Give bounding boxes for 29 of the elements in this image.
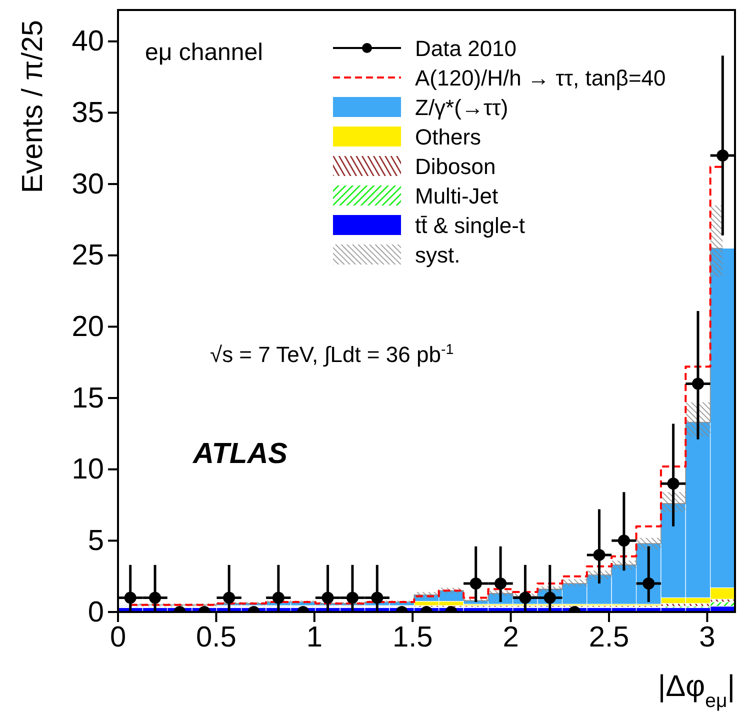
x-tick-label: 2.5 — [588, 622, 630, 654]
x-tick-label: 2 — [502, 622, 519, 654]
annotation: √s = 7 TeV, ∫Ldt = 36 pb$^{-1}$ — [210, 342, 454, 367]
y-tick-label: 20 — [72, 310, 104, 343]
y-tick-label: 5 — [88, 524, 104, 557]
legend-label: Z/γ*(→ττ) — [415, 95, 508, 120]
x-tick-label: 1.5 — [392, 622, 433, 654]
legend-label: A(120)/H/h → ττ, tanβ=40 — [415, 66, 666, 90]
x-tick-label: 1 — [306, 622, 322, 654]
y-tick-label: 30 — [72, 168, 104, 200]
annotation: ATLAS — [192, 438, 288, 470]
x-tick-label: 0 — [110, 622, 126, 654]
x-axis-title: |Δφ$_{eμ}$| — [658, 670, 735, 712]
x-tick-label: 0.5 — [196, 622, 236, 654]
y-tick-label: 10 — [72, 454, 104, 486]
legend-label: Diboson — [415, 154, 496, 179]
y-tick-label: 40 — [72, 26, 104, 58]
y-tick-label: 35 — [72, 96, 104, 129]
x-tick-label: 3 — [699, 622, 716, 654]
y-tick-label: 15 — [72, 382, 104, 414]
legend-label: Others — [415, 124, 482, 150]
annotation: eμ channel — [145, 39, 263, 66]
y-tick-label: 0 — [88, 596, 104, 628]
legend-label: Multi-Jet — [415, 184, 498, 208]
y-axis-title: Events / π/25 — [17, 20, 49, 194]
y-tick-label: 25 — [72, 240, 104, 272]
legend-label: Data 2010 — [415, 36, 517, 61]
legend-label: syst. — [415, 242, 460, 268]
legend-label: tt̄ & single-t — [415, 213, 526, 238]
